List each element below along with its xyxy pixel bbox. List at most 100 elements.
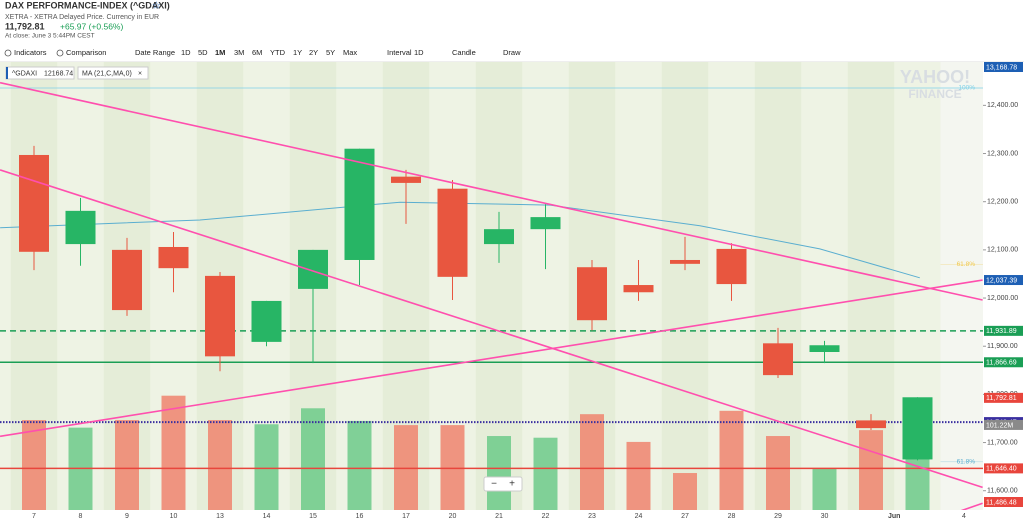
toolbar-item[interactable]: Max: [343, 48, 357, 57]
x-month-label: Jun: [888, 513, 900, 520]
x-tick-label: 14: [263, 513, 271, 520]
x-tick-label: 29: [774, 513, 782, 520]
toolbar-item[interactable]: Indicators: [14, 48, 47, 57]
trend-line: [0, 81, 983, 301]
x-tick-label: 17: [402, 513, 410, 520]
toolbar-item[interactable]: 5Y: [326, 48, 335, 57]
toolbar-item[interactable]: 1D: [414, 48, 424, 57]
legend-close[interactable]: ×: [138, 70, 142, 77]
level-badge: [984, 392, 1023, 403]
candle-body: [251, 300, 282, 342]
x-tick-label: 21: [495, 513, 503, 520]
toolbar-item[interactable]: Comparison: [66, 48, 106, 57]
zoom-button[interactable]: +: [509, 479, 515, 490]
toolbar-item[interactable]: YTD: [270, 48, 286, 57]
y-tick-label: 11,900.00: [987, 343, 1018, 350]
y-tick-label: 12,100.00: [987, 247, 1018, 254]
volume-bar: [301, 408, 325, 510]
x-tick-label: 15: [309, 513, 317, 520]
candle-body: [484, 229, 514, 245]
level-badge-label: 101.22M: [986, 422, 1013, 429]
volume-bar: [115, 420, 139, 510]
volume-bar: [394, 425, 418, 510]
x-tick-label: 4: [962, 513, 966, 520]
trend-line: [0, 169, 983, 489]
level-badge: [984, 275, 1023, 286]
level-badge-label: 11,646.40: [986, 466, 1017, 473]
title: DAX PERFORMANCE-INDEX (^GDAXI): [5, 0, 170, 10]
volume-bar: [208, 420, 232, 510]
fib-label: 61.8%: [957, 261, 976, 268]
x-axis-bg: [0, 510, 983, 532]
zoom-box: [483, 476, 523, 492]
x-tick-label: 9: [125, 513, 129, 520]
x-tick-label: 28: [728, 513, 736, 520]
day-band: [754, 62, 802, 510]
toolbar-item[interactable]: 6M: [252, 48, 262, 57]
legend-chip[interactable]: [77, 66, 149, 80]
volume-bar: [440, 425, 465, 510]
watch-star[interactable]: ☆: [152, 1, 161, 12]
watermark: YAHOO!: [900, 67, 970, 87]
level-badge-label: 11,866.69: [986, 360, 1017, 367]
x-tick-label: 27: [681, 513, 689, 520]
x-tick-label: 20: [449, 513, 457, 520]
day-band: [475, 62, 523, 510]
candle-body: [112, 249, 142, 311]
toolbar-item[interactable]: 3M: [234, 48, 244, 57]
candle-body: [205, 275, 235, 357]
level-badge: [984, 325, 1023, 336]
x-tick-label: 13: [216, 513, 224, 520]
volume-bar: [487, 436, 511, 510]
toolbar-item[interactable]: Date Range: [135, 48, 175, 57]
level-badge: [984, 463, 1023, 474]
level-badge-label: 11,792.81: [986, 395, 1017, 402]
level-badge: [984, 62, 1023, 72]
volume-bar: [673, 473, 697, 510]
y-tick-label: 12,300.00: [987, 150, 1018, 157]
toolbar-item[interactable]: Candle: [452, 48, 476, 57]
subtitle: XETRA - XETRA Delayed Price. Currency in…: [5, 14, 159, 21]
toolbar-item[interactable]: 1M: [215, 48, 225, 57]
candle-body: [809, 345, 840, 352]
candle-body: [623, 285, 654, 293]
toolbar-item[interactable]: Interval: [387, 48, 412, 57]
volume-bar: [626, 441, 651, 510]
zoom-button[interactable]: −: [491, 479, 497, 490]
toolbar-item[interactable]: Draw: [503, 48, 521, 57]
volume-bar: [347, 420, 372, 510]
close-note: At close: June 3 5:44PM CEST: [5, 33, 95, 40]
candle-body: [298, 249, 328, 289]
level-badge-label: 13,168.78: [986, 64, 1017, 71]
day-band: [661, 62, 709, 510]
axis-bg: [983, 62, 1024, 532]
level-badge: [984, 357, 1023, 368]
x-tick-label: 16: [356, 513, 364, 520]
candle-body: [577, 267, 607, 321]
volume-bar: [812, 468, 837, 510]
toolbar-icon: [56, 49, 64, 57]
candle-body: [902, 397, 933, 460]
toolbar-item[interactable]: 1D: [181, 48, 191, 57]
legend-swatch: [6, 67, 8, 79]
toolbar-item[interactable]: 2Y: [309, 48, 318, 57]
volume-bar: [719, 410, 744, 510]
toolbar-item[interactable]: 1Y: [293, 48, 302, 57]
volume-bar: [766, 436, 790, 510]
candle-body: [391, 176, 421, 183]
y-tick-label: 11,700.00: [987, 439, 1018, 446]
level-badge-label: 11,931.89: [986, 328, 1017, 335]
toolbar-icon: [4, 49, 12, 57]
toolbar-item[interactable]: 5D: [198, 48, 208, 57]
volume-bar: [254, 424, 279, 510]
candle-body: [344, 148, 375, 260]
volume-bar: [22, 420, 46, 510]
level-badge-label: 12,037.39: [986, 277, 1017, 284]
x-tick-label: 24: [635, 513, 643, 520]
candle-body: [19, 154, 49, 252]
watermark: FINANCE: [908, 87, 961, 101]
x-tick-label: 8: [79, 513, 83, 520]
candle-body: [856, 420, 886, 429]
level-badge: [984, 419, 1023, 430]
